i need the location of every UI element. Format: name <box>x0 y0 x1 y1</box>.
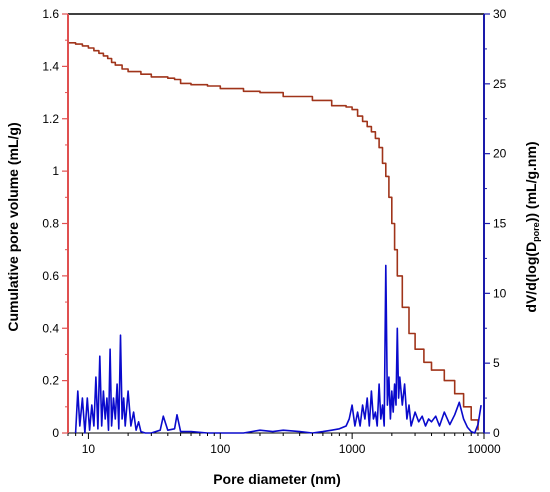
right-axis-title-sub: pore <box>531 222 541 242</box>
right-tick-label: 25 <box>493 77 507 91</box>
right-tick-label: 0 <box>493 426 500 440</box>
right-tick-label: 20 <box>493 147 507 161</box>
left-tick-label: 0.4 <box>42 321 59 335</box>
x-axis: 10 100 1000 10000 <box>67 433 501 456</box>
cumulative-volume-line <box>68 42 479 431</box>
series-layer <box>68 42 482 434</box>
right-tick-label: 30 <box>493 7 507 21</box>
right-tick-label: 15 <box>493 217 507 231</box>
right-axis-title-prefix: dV/d(log(D <box>523 242 539 313</box>
x-tick-label: 10000 <box>467 442 501 456</box>
right-tick-label: 10 <box>493 286 507 300</box>
left-tick-label: 1.2 <box>42 112 59 126</box>
left-axis: 0 0.2 0.4 0.6 0.8 1 1.2 1.4 1.6 <box>42 7 69 440</box>
left-tick-label: 0.2 <box>42 374 59 388</box>
left-tick-label: 0.8 <box>42 217 59 231</box>
left-tick-label: 1 <box>52 164 59 178</box>
right-axis-title-suffix: )) (mL/g.nm) <box>523 141 539 222</box>
left-axis-title: Cumulative pore volume (mL/g) <box>5 122 21 331</box>
x-tick-label: 100 <box>210 442 230 456</box>
right-tick-label: 5 <box>493 356 500 370</box>
x-tick-label: 10 <box>82 442 96 456</box>
x-axis-title: Pore diameter (nm) <box>213 471 341 487</box>
plot-frame <box>68 13 484 434</box>
left-tick-label: 0.6 <box>42 269 59 283</box>
left-tick-label: 1.4 <box>42 59 59 73</box>
left-tick-label: 1.6 <box>42 7 59 21</box>
pore-distribution-line <box>74 264 482 434</box>
x-tick-label: 1000 <box>339 442 366 456</box>
left-tick-label: 0 <box>52 426 59 440</box>
right-axis-title: dV/d(log(Dpore)) (mL/g.nm) <box>523 141 541 312</box>
right-axis: 0 5 10 15 20 25 30 <box>483 7 507 440</box>
